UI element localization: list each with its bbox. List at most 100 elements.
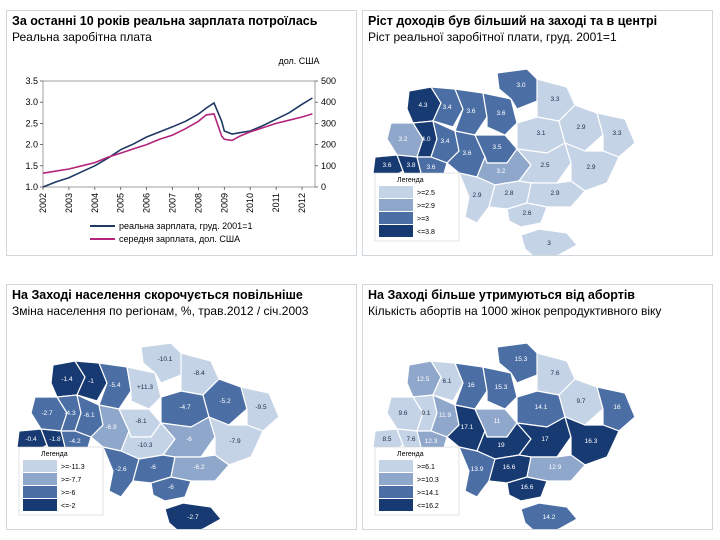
y-tick-label-left: 3.0 <box>25 97 38 107</box>
region-value-lviv: 9.6 <box>398 410 407 417</box>
region-value-ternopil: 4.0 <box>421 136 430 143</box>
region-chernihiv <box>496 342 542 384</box>
region-value-ternopil: 9.1 <box>421 410 430 417</box>
chart-subtitle: Ріст реальної заробітної плати, груд. 20… <box>368 30 617 44</box>
region-value-sumy: 7.6 <box>550 370 559 377</box>
region-value-zhytomyr: 3.6 <box>466 108 475 115</box>
legend-swatch-1 <box>379 186 413 198</box>
region-value-chernivtsi: 3.6 <box>426 164 435 171</box>
legend-swatch-1 <box>23 460 57 472</box>
region-value-volyn: -1.4 <box>61 376 73 383</box>
region-value-kherson: 2.6 <box>522 210 531 217</box>
map-layer: 4.3 3.4 3.6 3.6 3.0 3.3 3.2 4.0 3.4 3.6 3.5 3.1 2.9 3… <box>372 68 636 255</box>
region-value-zakarpattia: 8.5 <box>382 436 391 443</box>
region-value-kharkiv: 9.7 <box>576 398 585 405</box>
legend-swatch-4 <box>379 499 413 511</box>
region-value-zhytomyr: 16 <box>467 382 475 389</box>
region-value-ivano-frankivsk: 3.8 <box>406 162 415 169</box>
x-tick-label: 2007 <box>168 193 178 213</box>
legend-label-real: реальна зарплата, груд. 2001=1 <box>119 221 252 231</box>
right-axis-unit: дол. США <box>278 56 319 66</box>
region-value-kirovohrad: 3.2 <box>496 168 505 175</box>
region-odesa <box>458 172 496 224</box>
region-crimea <box>520 502 578 529</box>
legend-title: Легенда <box>41 451 68 458</box>
region-odesa <box>458 446 496 498</box>
region-value-kherson: 16.6 <box>521 484 534 491</box>
region-value-zhytomyr: -5.4 <box>109 382 121 389</box>
region-value-luhansk: 3.3 <box>612 130 621 137</box>
legend-swatch-2 <box>379 199 413 211</box>
region-value-donetsk: -7.9 <box>229 438 241 445</box>
region-value-crimea: 3 <box>547 240 551 247</box>
region-value-sumy: 3.3 <box>550 96 559 103</box>
legend-label: >=14.1 <box>417 490 439 497</box>
region-value-vinnytsia: -6.9 <box>105 424 117 431</box>
y-tick-label-right: 0 <box>321 182 326 192</box>
region-value-zakarpattia: -0.4 <box>25 436 37 443</box>
legend-label: <=16.2 <box>417 503 439 510</box>
x-tick-label: 2006 <box>142 193 152 213</box>
chart-title: На Заході більше утримуються від абортів <box>368 288 635 302</box>
region-value-kirovohrad: 19 <box>497 442 505 449</box>
legend-swatch-1 <box>379 460 413 472</box>
region-value-zakarpattia: 3.6 <box>382 162 391 169</box>
legend-title: Легенда <box>397 177 424 184</box>
region-value-rivne: 6.1 <box>442 378 451 385</box>
chart-title: На Заході населення скорочується повільн… <box>12 288 303 302</box>
legend-label: >=3 <box>417 216 429 223</box>
legend-label: >=10.3 <box>417 477 439 484</box>
region-value-vinnytsia: 17.1 <box>461 424 474 431</box>
region-value-zaporizhzhia: 2.9 <box>550 190 559 197</box>
avg-wage-line <box>42 113 313 174</box>
legend-swatch-2 <box>379 473 413 485</box>
region-value-donetsk: 2.9 <box>586 164 595 171</box>
region-kherson <box>506 202 548 228</box>
abortion-map: 12.5 6.1 16 15.3 15.3 7.6 9.6 9.1 11.9 17.1 11 14.1… <box>372 342 636 529</box>
region-chernihiv <box>496 68 542 110</box>
x-tick-label: 2004 <box>90 193 100 213</box>
legend-swatch-3 <box>379 486 413 498</box>
y-tick-label-left: 1.5 <box>25 161 38 171</box>
legend-label: >=6.1 <box>417 464 435 471</box>
region-value-kyiv: 15.3 <box>495 384 508 391</box>
wage-line-chart: дол. США 1.0 1.5 2.0 2.5 3.0 3.5 0 100 200 300 400… <box>25 56 336 244</box>
y-tick-label-right: 100 <box>321 161 336 171</box>
population-map: -1.4 -1 -5.4 +11.3 -10.1 -8.4 -2.7 -4.3 -6.1 -6.9… <box>16 342 280 529</box>
region-value-dnipropetrovsk: -6 <box>186 436 192 443</box>
legend-label: <=3.8 <box>417 229 435 236</box>
region-value-donetsk: 16.3 <box>585 438 598 445</box>
region-value-dnipropetrovsk: 17 <box>541 436 549 443</box>
region-value-chernivtsi: 12.3 <box>425 438 438 445</box>
region-value-volyn: 12.5 <box>417 376 430 383</box>
region-value-chernivtsi: -4.2 <box>69 438 81 445</box>
region-crimea <box>164 502 222 529</box>
y-tick-label-left: 2.0 <box>25 140 38 150</box>
region-value-sumy: -8.4 <box>193 370 205 377</box>
x-tick-label: 2010 <box>245 193 255 213</box>
x-tick-label: 2008 <box>193 193 203 213</box>
legend-swatch-2 <box>23 473 57 485</box>
region-value-cherkasy: 3.5 <box>492 144 501 151</box>
chart-title: Ріст доходів був більший на заході та в … <box>368 14 658 28</box>
wage-chart-panel: За останні 10 років реальна зарплата пот… <box>6 10 357 256</box>
region-value-luhansk: 16 <box>613 404 621 411</box>
y-tick-label-right: 200 <box>321 140 336 150</box>
legend-swatch-4 <box>379 225 413 237</box>
region-value-mykolaiv: 2.8 <box>504 190 513 197</box>
y-tick-label-left: 3.5 <box>25 76 38 86</box>
legend-label: <=-2 <box>61 503 76 510</box>
x-tick-label: 2011 <box>271 193 281 212</box>
legend-swatch-3 <box>379 212 413 224</box>
region-value-chernihiv: -10.1 <box>158 356 173 363</box>
region-donetsk <box>208 415 264 466</box>
legend-swatch-4 <box>23 499 57 511</box>
region-value-rivne: 3.4 <box>442 104 451 111</box>
chart-title: За останні 10 років реальна зарплата пот… <box>12 14 318 28</box>
region-value-kherson: -6 <box>168 484 174 491</box>
legend-title: Легенда <box>397 451 424 458</box>
region-value-ivano-frankivsk: 7.6 <box>406 436 415 443</box>
region-value-kyiv: 3.6 <box>496 110 505 117</box>
legend-label: >=2.9 <box>417 203 435 210</box>
plot-frame <box>42 80 316 188</box>
